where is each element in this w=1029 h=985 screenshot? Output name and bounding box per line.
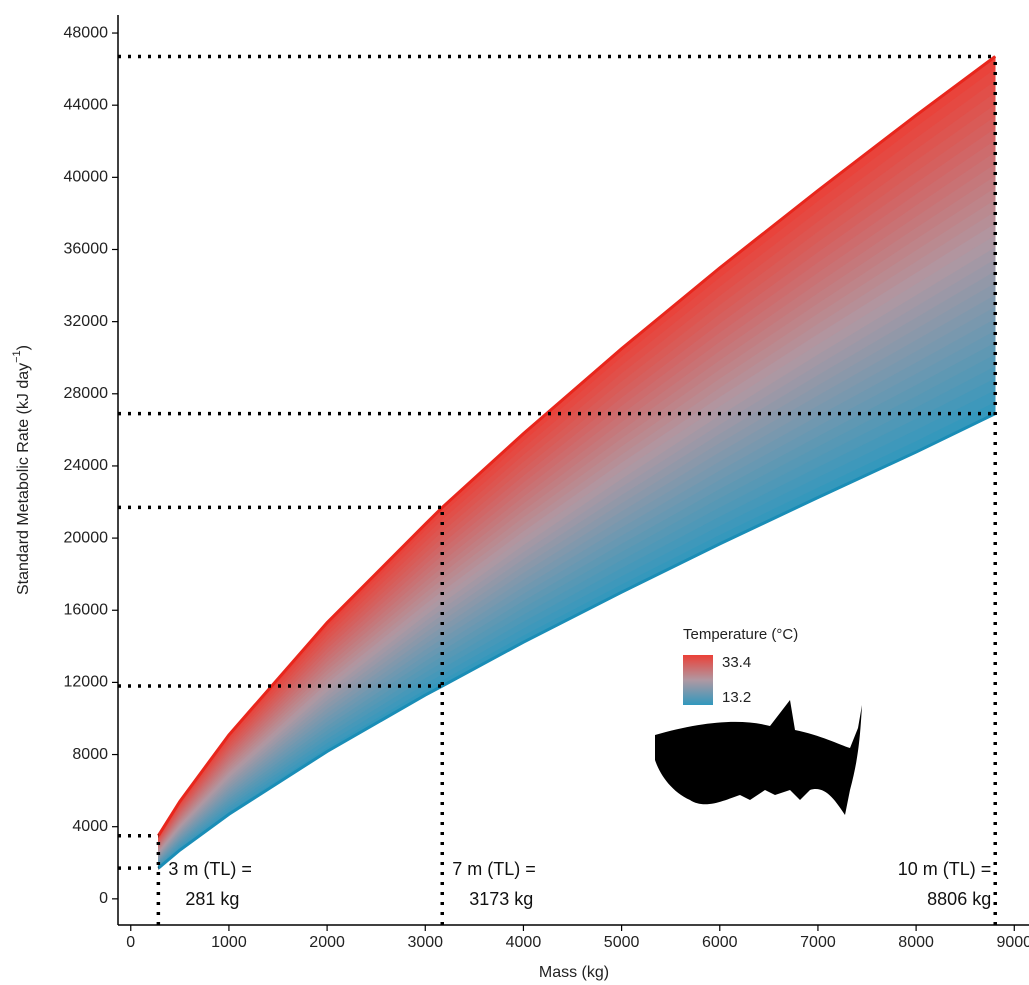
x-axis-label: Mass (kg) (539, 964, 609, 981)
y-tick-label: 48000 (64, 24, 109, 41)
page: Mass (kg) Standard Metabolic Rate (kJ da… (0, 0, 1029, 985)
y-axis-label: Standard Metabolic Rate (kJ day−1) (11, 345, 32, 595)
annotation: 3173 kg (469, 889, 533, 909)
annotation: 7 m (TL) = (452, 859, 536, 879)
y-tick-label: 4000 (72, 818, 108, 835)
y-tick-label: 0 (99, 890, 108, 907)
legend-label: 33.4 (722, 654, 751, 671)
y-tick-label: 24000 (64, 457, 109, 474)
legend-title: Temperature (°C) (683, 626, 798, 643)
x-tick-label: 5000 (604, 934, 640, 951)
x-tick-label: 7000 (800, 934, 836, 951)
x-tick-label: 6000 (702, 934, 738, 951)
x-tick-label: 0 (126, 934, 135, 951)
colorbar (683, 655, 713, 705)
x-tick-label: 4000 (506, 934, 542, 951)
annotation: 10 m (TL) = (898, 859, 992, 879)
y-tick-label: 20000 (64, 529, 109, 546)
annotation: 281 kg (185, 889, 239, 909)
x-tick-label: 3000 (407, 934, 443, 951)
y-tick-label: 16000 (64, 601, 109, 618)
x-tick-label: 8000 (898, 934, 934, 951)
x-tick-label: 1000 (211, 934, 247, 951)
whale-shark-icon (655, 700, 862, 815)
x-tick-label: 2000 (309, 934, 345, 951)
y-tick-label: 40000 (64, 169, 109, 186)
y-tick-label: 28000 (64, 385, 109, 402)
y-tick-label: 32000 (64, 313, 109, 330)
chart: Mass (kg) Standard Metabolic Rate (kJ da… (0, 0, 1029, 985)
y-label-end: ) (15, 345, 32, 350)
y-tick-label: 12000 (64, 674, 109, 691)
annotation: 8806 kg (927, 889, 991, 909)
y-label-main: Standard Metabolic Rate (kJ day (15, 363, 32, 595)
y-label-sup: −1 (11, 350, 23, 363)
y-tick-label: 8000 (72, 746, 108, 763)
legend-label: 13.2 (722, 689, 751, 706)
y-tick-label: 36000 (64, 241, 109, 258)
annotation: 3 m (TL) = (168, 859, 252, 879)
band-fill (158, 56, 995, 868)
x-tick-label: 9000 (996, 934, 1029, 951)
y-tick-label: 44000 (64, 96, 109, 113)
